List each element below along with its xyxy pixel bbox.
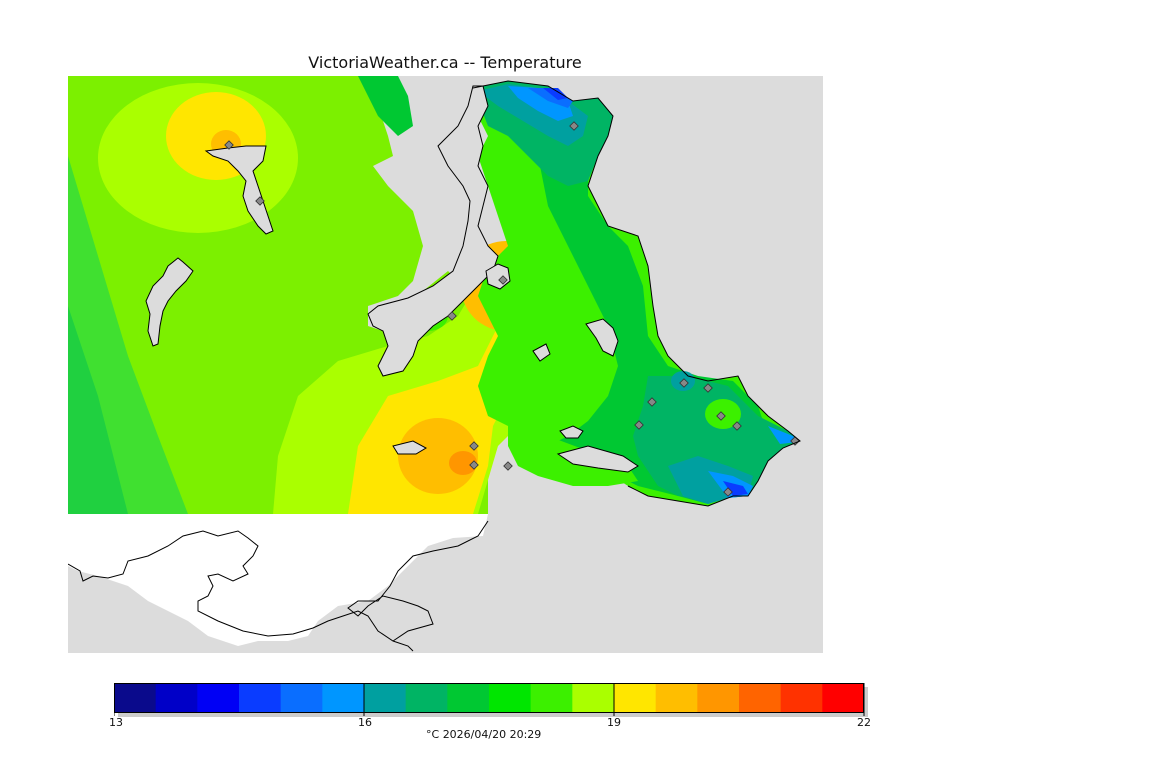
station-marker[interactable] [634, 420, 644, 430]
us-coastline-east [347, 520, 489, 642]
legend-tick-19: 19 [607, 716, 621, 729]
water-inlets [367, 85, 639, 473]
station-marker[interactable] [716, 411, 726, 421]
colorbar-swatch [447, 683, 490, 713]
timestamp: 2026/04/20 20:29 [442, 728, 542, 741]
us-landmass [68, 514, 488, 646]
colorbar-swatch [614, 683, 657, 713]
temperature-field-west [68, 76, 568, 514]
station-marker[interactable] [679, 378, 689, 388]
colorbar-swatch [239, 683, 282, 713]
station-marker[interactable] [255, 196, 265, 206]
east-coastline [472, 80, 801, 507]
station-marker[interactable] [723, 487, 733, 497]
station-marker[interactable] [224, 140, 234, 150]
weather-stations [224, 121, 800, 497]
station-marker[interactable] [569, 121, 579, 131]
colorbar-swatch [364, 683, 407, 713]
colorbar-swatch [572, 683, 615, 713]
unit-label: °C [426, 728, 440, 741]
legend-tick-16: 16 [358, 716, 372, 729]
legend-tick-22: 22 [857, 716, 871, 729]
station-marker[interactable] [447, 311, 457, 321]
colorbar-swatch [780, 683, 823, 713]
station-marker[interactable] [703, 383, 713, 393]
colorbar-swatch [655, 683, 698, 713]
colorbar-swatch [322, 683, 365, 713]
temperature-map [68, 76, 823, 653]
temperature-colorbar [114, 683, 868, 717]
colorbar-swatch [822, 683, 865, 713]
station-marker[interactable] [647, 397, 657, 407]
colorbar-swatch [530, 683, 573, 713]
station-marker[interactable] [503, 461, 513, 471]
colorbar-swatch [197, 683, 240, 713]
colorbar-swatch [155, 683, 198, 713]
west-lakes [145, 145, 274, 347]
us-coastline [68, 530, 414, 652]
station-marker[interactable] [732, 421, 742, 431]
colorbar-swatch [405, 683, 448, 713]
legend-caption: °C 2026/04/20 20:29 [426, 728, 541, 741]
colorbar-swatch [739, 683, 782, 713]
colorbar-swatch [489, 683, 532, 713]
map-title: VictoriaWeather.ca -- Temperature [308, 53, 582, 72]
station-marker[interactable] [498, 275, 508, 285]
colorbar-swatch [280, 683, 323, 713]
station-marker[interactable] [469, 441, 479, 451]
colorbar-swatch [114, 683, 157, 713]
station-marker[interactable] [469, 460, 479, 470]
temperature-field-east [473, 81, 800, 506]
colorbar-swatch [697, 683, 740, 713]
legend-tick-13: 13 [109, 716, 123, 729]
